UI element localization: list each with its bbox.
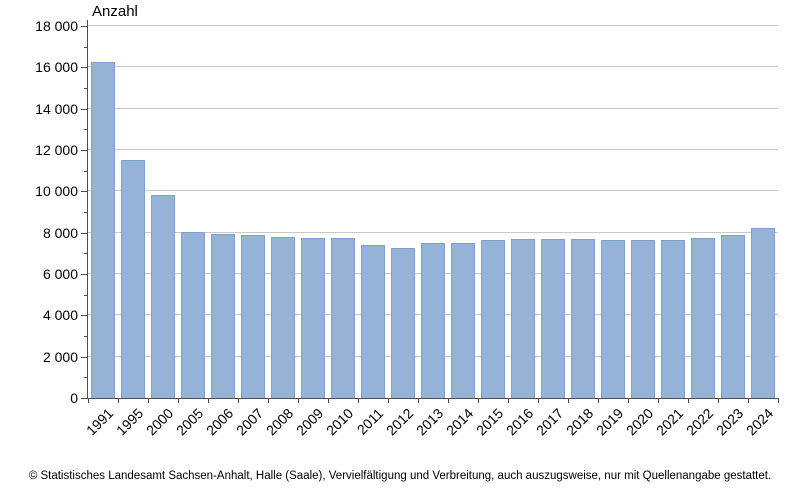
bar-2011 — [361, 245, 385, 398]
y-axis-major-tick — [81, 232, 88, 234]
gridline-10000 — [88, 190, 778, 192]
y-axis-minor-tick — [84, 336, 88, 337]
gridline-16000 — [88, 66, 778, 68]
bar-2012 — [391, 248, 415, 398]
gridline-18000 — [88, 25, 778, 26]
bar-2019 — [601, 239, 625, 398]
x-axis-tick — [658, 398, 659, 403]
y-axis-major-tick — [81, 67, 88, 69]
x-axis-tick — [538, 398, 539, 403]
y-axis-minor-tick — [84, 212, 88, 213]
y-axis-major-tick — [81, 191, 88, 193]
y-axis-tick-label: 16 000 — [35, 59, 78, 76]
y-axis-tick-label: 18 000 — [35, 18, 78, 34]
bar-2000 — [151, 195, 175, 398]
x-axis-tick — [178, 398, 179, 403]
x-axis-tick — [118, 398, 119, 403]
y-axis-line — [87, 20, 88, 398]
gridline-14000 — [88, 107, 778, 109]
x-axis-tick — [598, 398, 599, 403]
y-axis-tick-label: 10 000 — [35, 183, 78, 200]
x-axis-tick — [238, 398, 239, 403]
x-axis-tick — [388, 398, 389, 403]
y-axis-tick-label: 0 — [70, 390, 78, 406]
bar-2023 — [721, 234, 745, 398]
bar-2015 — [481, 239, 505, 398]
bar-2006 — [211, 233, 235, 398]
x-axis-tick — [358, 398, 359, 403]
y-axis-minor-tick — [84, 129, 88, 131]
y-axis-minor-tick — [84, 46, 88, 48]
y-axis-minor-tick — [84, 170, 88, 172]
bar-2021 — [661, 239, 685, 398]
x-axis-tick — [298, 398, 299, 403]
x-axis-tick — [718, 398, 719, 403]
y-axis-tick-label: 6 000 — [42, 266, 78, 282]
y-axis-minor-tick — [84, 294, 88, 296]
bar-2008 — [271, 236, 295, 398]
bar-2007 — [241, 234, 265, 398]
bar-1991 — [91, 62, 115, 398]
bar-2020 — [631, 239, 655, 398]
bar-2005 — [181, 231, 205, 398]
chart-title: Anzahl — [92, 3, 138, 20]
bar-2014 — [451, 243, 475, 398]
bar-2017 — [541, 238, 565, 398]
bar-1995 — [121, 160, 145, 398]
x-axis-tick — [88, 398, 89, 403]
x-axis-tick — [268, 398, 269, 403]
y-axis-major-tick — [81, 274, 88, 275]
bar-2024 — [751, 227, 775, 398]
copyright-footer: © Statistisches Landesamt Sachsen-Anhalt… — [28, 470, 772, 482]
y-axis-major-tick — [81, 315, 88, 317]
bar-2013 — [421, 243, 445, 398]
x-axis-tick — [778, 398, 779, 403]
bar-2022 — [691, 237, 715, 398]
gridline-8000 — [88, 231, 778, 233]
x-axis-tick — [748, 398, 749, 403]
y-axis-tick-label: 14 000 — [35, 100, 78, 117]
x-axis-tick — [688, 398, 689, 403]
y-axis-tick-label: 8 000 — [42, 224, 78, 241]
y-axis-major-tick — [81, 150, 88, 151]
y-axis-minor-tick — [84, 377, 88, 379]
plot-area — [88, 25, 778, 398]
x-axis-tick — [148, 398, 149, 403]
y-axis-tick-label: 12 000 — [35, 142, 78, 158]
bar-2009 — [301, 237, 325, 398]
gridline-12000 — [88, 149, 778, 150]
y-axis-minor-tick — [84, 253, 88, 255]
y-axis-tick-label: 4 000 — [42, 307, 78, 324]
x-axis-tick — [628, 398, 629, 403]
x-axis-tick — [448, 398, 449, 403]
x-axis-tick — [418, 398, 419, 403]
y-axis-major-tick — [81, 356, 88, 358]
x-axis-line — [87, 398, 779, 399]
x-axis-tick — [568, 398, 569, 403]
y-axis-major-tick — [81, 26, 88, 27]
x-axis-tick — [208, 398, 209, 403]
bar-2018 — [571, 238, 595, 398]
x-axis-tick — [508, 398, 509, 403]
bar-2016 — [511, 238, 535, 398]
y-axis-major-tick — [81, 398, 88, 399]
x-axis-tick — [328, 398, 329, 403]
y-axis-tick-label: 2 000 — [42, 348, 78, 365]
x-axis-tick — [478, 398, 479, 403]
y-axis-major-tick — [81, 108, 88, 110]
y-axis-minor-tick — [84, 88, 88, 89]
bar-2010 — [331, 237, 355, 398]
